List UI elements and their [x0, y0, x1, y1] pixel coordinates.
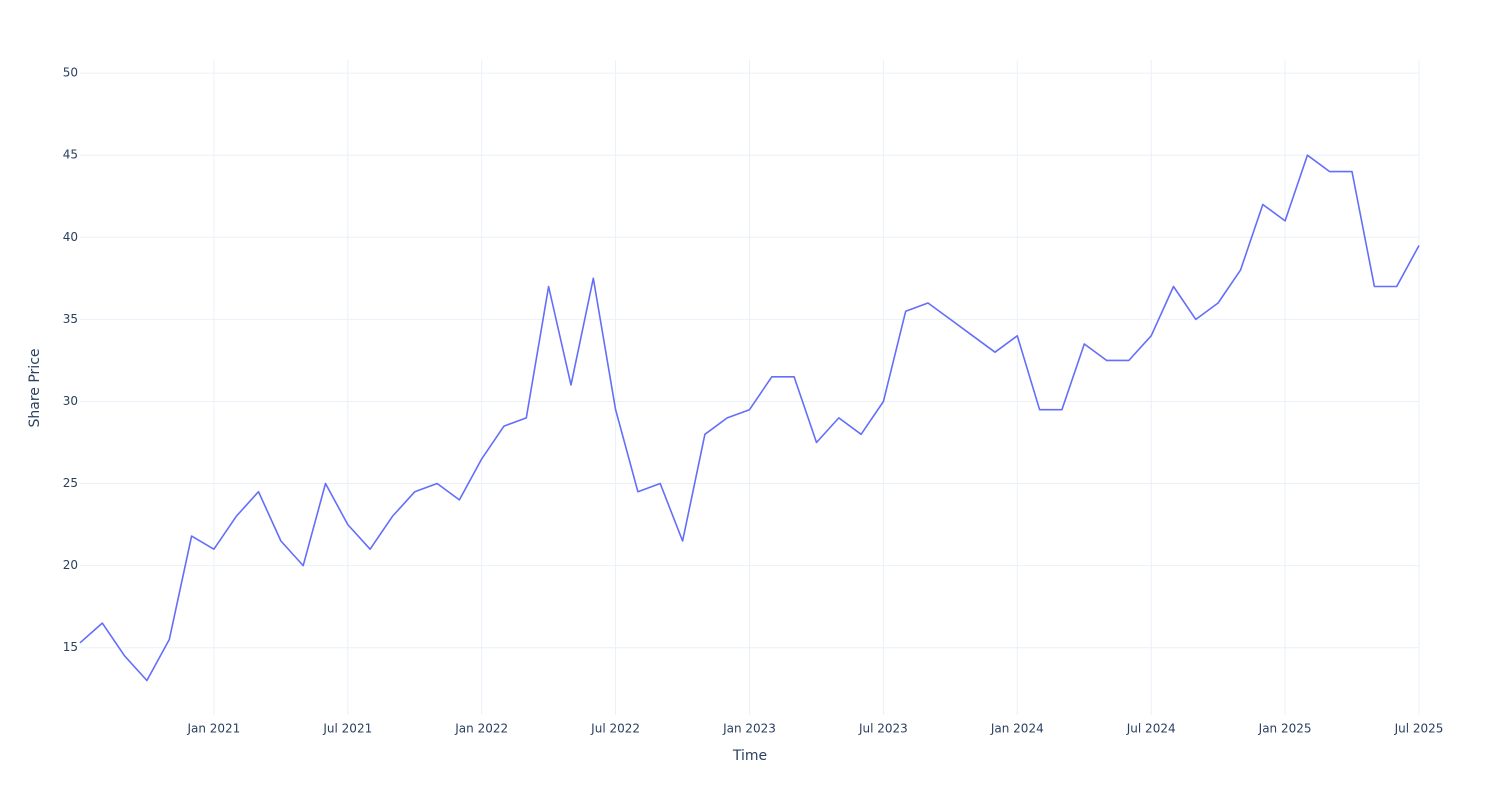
- price-line: [79, 154, 1420, 682]
- x-tick-label: Jul 2021: [322, 722, 372, 736]
- y-tick-label: 20: [63, 558, 78, 572]
- x-tick-label: Jul 2022: [590, 722, 640, 736]
- y-axis-title: Share Price: [27, 348, 43, 427]
- y-tick-label: 50: [63, 66, 78, 80]
- x-axis-title: Time: [732, 748, 767, 764]
- y-tick-label: 15: [63, 640, 78, 654]
- x-tick-label: Jan 2025: [1258, 722, 1312, 736]
- y-tick-label: 45: [63, 148, 78, 162]
- x-tick-label: Jan 2023: [722, 722, 776, 736]
- y-tick-label: 25: [63, 476, 78, 490]
- x-tick-label: Jul 2023: [858, 722, 908, 736]
- x-tick-label: Jan 2021: [186, 722, 240, 736]
- x-tick-label: Jul 2024: [1126, 722, 1176, 736]
- y-tick-label: 35: [63, 312, 78, 326]
- y-tick-label: 30: [63, 394, 78, 408]
- x-tick-label: Jan 2024: [990, 722, 1044, 736]
- x-tick-label: Jul 2025: [1394, 722, 1444, 736]
- x-tick-label: Jan 2022: [454, 722, 508, 736]
- y-tick-label: 40: [63, 230, 78, 244]
